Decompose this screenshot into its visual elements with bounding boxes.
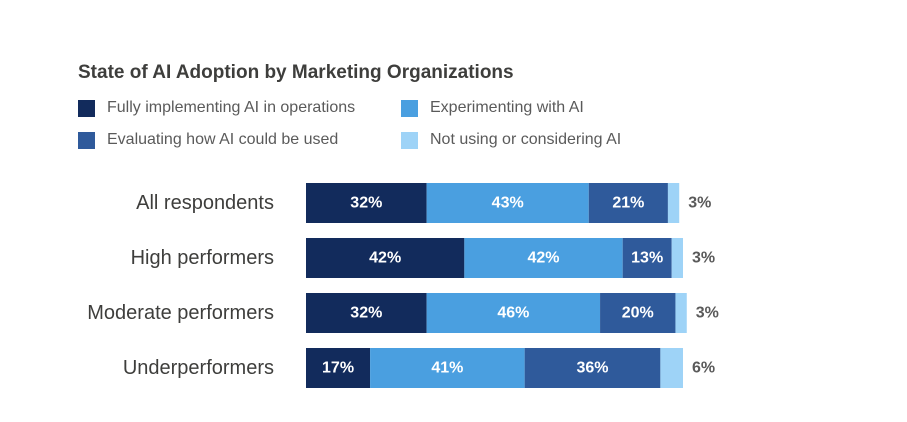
category-label-moderate-performers: Moderate performers — [87, 302, 274, 324]
data-label-high-performers-experimenting-with-ai: 42% — [527, 250, 559, 267]
bar-segment-underperformers-fully-implementing-ai-in-operations — [306, 348, 371, 388]
legend-label-not-using: Not using or considering AI — [430, 131, 622, 148]
data-label-moderate-performers-evaluating-how-ai-could-be-used: 20% — [622, 305, 654, 322]
legend-label-evaluating: Evaluating how AI could be used — [107, 131, 339, 148]
data-label-underperformers-fully-implementing-ai-in-operations: 17% — [322, 360, 354, 377]
data-label-high-performers-fully-implementing-ai-in-operations: 42% — [369, 250, 401, 267]
bar-segment-all-respondents-not-using-or-considering-ai — [667, 183, 680, 223]
category-label-high-performers: High performers — [131, 247, 274, 269]
data-label-outside-all-respondents: 3% — [688, 195, 711, 212]
data-label-outside-underperformers: 6% — [692, 360, 715, 377]
data-label-all-respondents-fully-implementing-ai-in-operations: 32% — [350, 195, 382, 212]
legend-item-experimenting: Experimenting with AI — [401, 99, 584, 117]
data-label-moderate-performers-experimenting-with-ai: 46% — [497, 305, 529, 322]
legend-swatch-fully-implementing — [78, 99, 95, 117]
bar-segment-high-performers-fully-implementing-ai-in-operations — [306, 238, 465, 278]
bar-segment-moderate-performers-experimenting-with-ai — [426, 293, 601, 333]
data-label-underperformers-evaluating-how-ai-could-be-used: 36% — [577, 360, 609, 377]
data-label-moderate-performers-fully-implementing-ai-in-operations: 32% — [350, 305, 382, 322]
legend-item-not-using: Not using or considering AI — [401, 131, 621, 149]
bar-segment-moderate-performers-evaluating-how-ai-could-be-used — [600, 293, 676, 333]
data-label-high-performers-evaluating-how-ai-could-be-used: 13% — [631, 250, 663, 267]
legend-swatch-not-using — [401, 131, 418, 149]
bar-segment-underperformers-evaluating-how-ai-could-be-used — [524, 348, 661, 388]
chart-title: State of AI Adoption by Marketing Organi… — [78, 62, 514, 83]
bar-segment-all-respondents-evaluating-how-ai-could-be-used — [588, 183, 668, 223]
data-label-outside-moderate-performers: 3% — [696, 305, 719, 322]
legend-swatch-evaluating — [78, 131, 95, 149]
legend-item-evaluating: Evaluating how AI could be used — [78, 131, 338, 149]
bar-segment-high-performers-experimenting-with-ai — [464, 238, 623, 278]
legend-swatch-experimenting — [401, 99, 418, 117]
data-label-underperformers-experimenting-with-ai: 41% — [431, 360, 463, 377]
data-label-all-respondents-evaluating-how-ai-could-be-used: 21% — [612, 195, 644, 212]
bar-segment-high-performers-not-using-or-considering-ai — [671, 238, 683, 278]
bar-segment-all-respondents-fully-implementing-ai-in-operations — [306, 183, 427, 223]
legend-label-experimenting: Experimenting with AI — [430, 99, 584, 116]
category-label-underperformers: Underperformers — [123, 357, 274, 379]
category-label-all-respondents: All respondents — [136, 192, 274, 214]
bar-segment-underperformers-experimenting-with-ai — [370, 348, 525, 388]
data-label-outside-high-performers: 3% — [692, 250, 715, 267]
data-label-all-respondents-experimenting-with-ai: 43% — [492, 195, 524, 212]
bar-segment-moderate-performers-fully-implementing-ai-in-operations — [306, 293, 427, 333]
legend-item-fully-implementing: Fully implementing AI in operations — [78, 99, 355, 117]
bar-segment-high-performers-evaluating-how-ai-could-be-used — [622, 238, 672, 278]
bar-segment-underperformers-not-using-or-considering-ai — [660, 348, 683, 388]
bar-segment-moderate-performers-not-using-or-considering-ai — [675, 293, 687, 333]
bar-segment-all-respondents-experimenting-with-ai — [426, 183, 589, 223]
legend-label-fully-implementing: Fully implementing AI in operations — [107, 99, 356, 116]
